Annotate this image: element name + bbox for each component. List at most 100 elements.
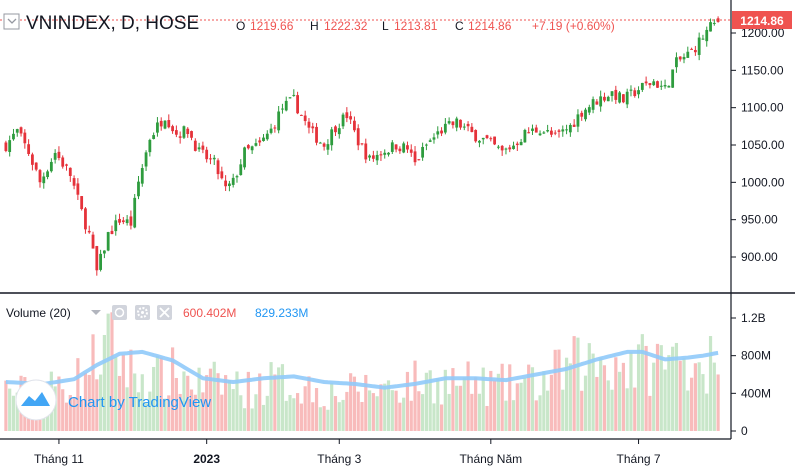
volume-bar (561, 389, 565, 431)
candle-body (618, 92, 622, 103)
candle-body (459, 119, 462, 128)
volume-bar (322, 406, 326, 431)
volume-axis[interactable]: 1.2B 800M 400M 0 (731, 311, 771, 438)
candle-body (402, 143, 406, 153)
volume-bar (610, 389, 614, 431)
candle-body (447, 121, 451, 124)
candle-body (91, 234, 95, 249)
volume-bar (614, 357, 618, 431)
candle-body (462, 126, 466, 128)
volume-bar (409, 400, 413, 431)
volume-bar (492, 380, 497, 431)
volume-bar (246, 371, 250, 431)
volume-bar (572, 336, 576, 431)
volume-bar (644, 345, 648, 431)
price-axis[interactable]: 1200.00 1150.00 1100.00 1050.00 1000.00 950.0… (731, 26, 785, 264)
tradingview-watermark[interactable]: Chart by TradingView (15, 379, 211, 421)
candle-body (519, 141, 523, 146)
volume-bar (659, 345, 663, 431)
candle-body (27, 144, 31, 154)
volume-bar (447, 393, 451, 431)
volume-menu-chevron-icon[interactable] (91, 310, 101, 315)
candle-body (193, 140, 197, 151)
time-tick-label: Tháng Năm (459, 452, 522, 466)
volume-bar (352, 376, 357, 431)
volume-bar (159, 357, 163, 431)
candle-body (493, 136, 496, 145)
volume-bar (599, 357, 603, 431)
candle-body (106, 232, 110, 251)
candle-body (550, 130, 553, 135)
candle-body (553, 132, 557, 134)
candle-body (432, 137, 436, 140)
candle-body (629, 89, 633, 91)
volume-bar (678, 360, 682, 431)
candle-body (504, 148, 508, 150)
candle-body (610, 91, 614, 96)
volume-bar (716, 374, 720, 431)
volume-bar (61, 389, 65, 431)
volume-bar (424, 372, 428, 431)
candle-body (326, 144, 330, 150)
candle-body (406, 145, 409, 150)
candle-body (557, 130, 561, 132)
volume-bar (284, 400, 288, 431)
volume-bar (708, 336, 713, 431)
cloud-logo-icon (21, 392, 50, 406)
candle-body (379, 154, 383, 156)
time-axis[interactable]: Tháng 11 2023 Tháng 3 Tháng Năm Tháng 7 (34, 439, 661, 466)
candle-body (690, 48, 693, 50)
volume-bar (629, 352, 633, 431)
candle-body (663, 85, 667, 87)
volume-label[interactable]: Volume (20) (6, 306, 71, 320)
volume-bar (212, 361, 216, 431)
volume-settings-gear-icon[interactable] (135, 305, 150, 320)
volume-bar (527, 364, 531, 431)
price-tick-label: 1100.00 (741, 101, 784, 115)
candle-body (250, 146, 254, 151)
volume-bar (114, 356, 118, 431)
price-tick-label: 1050.00 (741, 138, 785, 152)
volume-bar (580, 390, 584, 431)
candle-body (701, 38, 705, 40)
hide-volume-icon[interactable] (112, 305, 127, 320)
candle-body (451, 121, 455, 126)
volume-bar (216, 373, 220, 431)
remove-volume-close-icon[interactable] (157, 305, 172, 320)
volume-bar (606, 380, 610, 431)
volume-tick-label: 0 (741, 424, 748, 438)
volume-bar (360, 401, 364, 431)
collapse-legend-icon[interactable] (3, 13, 20, 30)
volume-bar (474, 377, 478, 431)
ohlc-close-value: 1214.86 (468, 19, 512, 33)
candle-body (534, 127, 538, 133)
volume-bar (636, 344, 641, 431)
volume-bar (193, 394, 197, 431)
candle-body (640, 82, 644, 90)
candle-body (133, 197, 137, 228)
candle-body (182, 126, 186, 138)
volume-bar (307, 376, 311, 431)
volume-bar (121, 354, 125, 431)
volume-bar (421, 394, 425, 431)
price-tick-label: 900.00 (741, 250, 778, 264)
candle-body (656, 81, 659, 88)
candle-body (712, 22, 716, 24)
candle-body (425, 144, 428, 146)
candle-body (443, 123, 447, 133)
candle-body (277, 111, 281, 131)
candle-body (318, 142, 322, 144)
candle-body (269, 128, 273, 133)
symbol-title[interactable]: VNINDEX, D, HOSE (26, 13, 199, 34)
candle-body (46, 171, 49, 178)
volume-bar (386, 380, 391, 431)
volume-bar (367, 390, 372, 431)
candle-body (527, 132, 531, 134)
volume-tick-label: 400M (741, 386, 771, 400)
candle-body (152, 135, 156, 139)
ohlc-open-label: O (236, 19, 245, 33)
candle-body (356, 128, 360, 146)
candle-body (292, 94, 296, 96)
